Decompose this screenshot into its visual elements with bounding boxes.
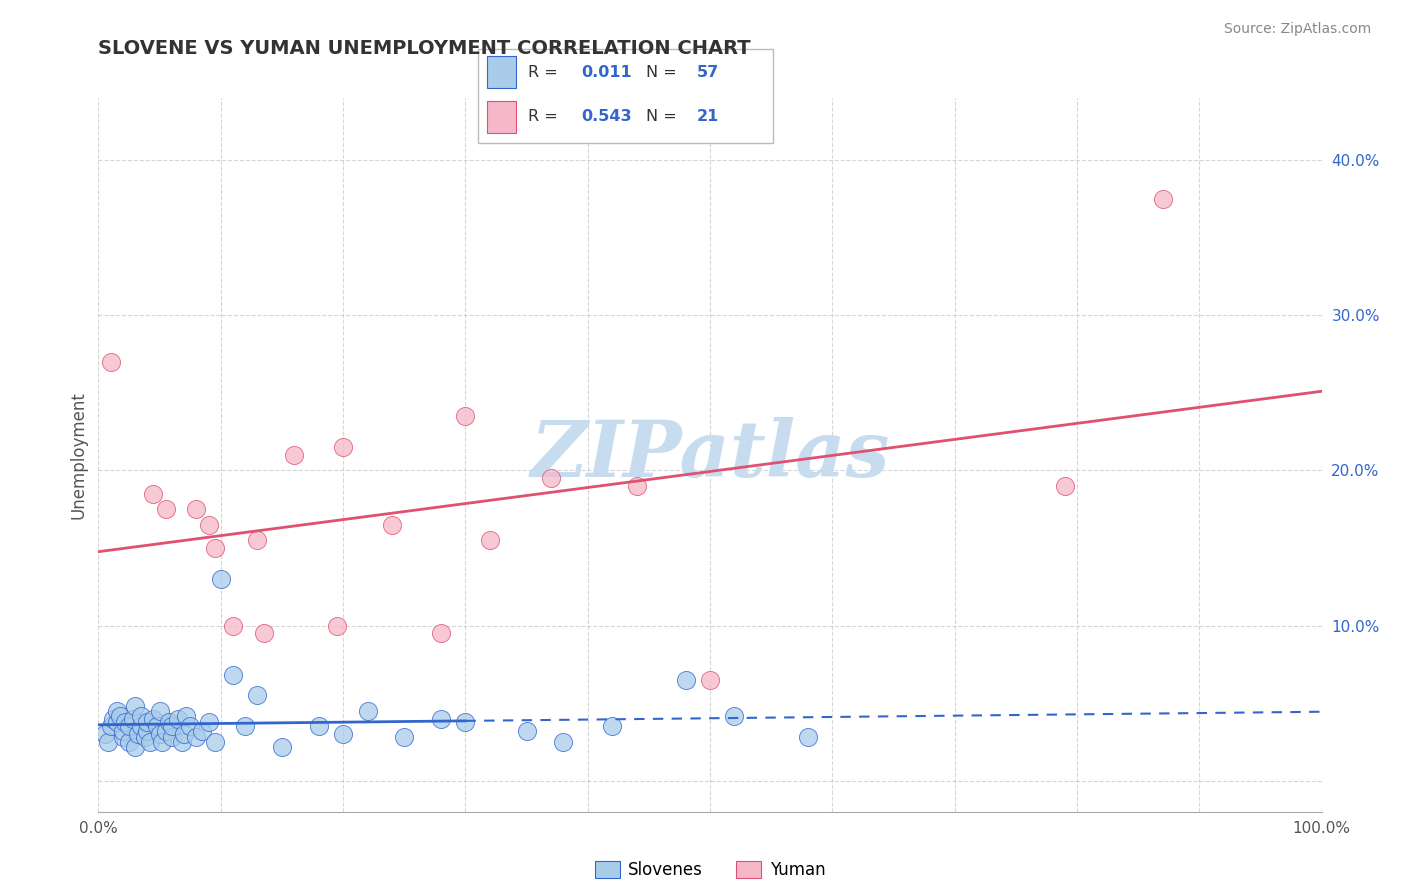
Point	[157, 714, 180, 729]
Point	[308, 719, 330, 733]
Point	[124, 739, 146, 754]
Point	[100, 355, 122, 369]
Point	[540, 471, 562, 485]
Point	[160, 719, 183, 733]
Y-axis label: Unemployment: Unemployment	[69, 391, 87, 519]
Point	[332, 440, 354, 454]
Point	[100, 719, 122, 733]
Point	[160, 731, 183, 745]
Point	[326, 618, 349, 632]
Point	[191, 724, 214, 739]
Text: N =: N =	[647, 64, 682, 79]
Point	[136, 714, 159, 729]
Point	[114, 714, 136, 729]
Point	[142, 486, 165, 500]
Point	[170, 735, 193, 749]
Point	[626, 479, 648, 493]
Point	[111, 731, 134, 745]
FancyBboxPatch shape	[486, 101, 516, 134]
Point	[105, 714, 128, 729]
Point	[93, 727, 115, 741]
Text: R =: R =	[529, 110, 564, 125]
Text: 21: 21	[696, 110, 718, 125]
Point	[105, 704, 128, 718]
Text: SLOVENE VS YUMAN UNEMPLOYMENT CORRELATION CHART: SLOVENE VS YUMAN UNEMPLOYMENT CORRELATIO…	[98, 39, 751, 58]
Point	[118, 719, 141, 733]
Point	[478, 533, 501, 548]
Point	[149, 727, 172, 741]
Point	[150, 735, 173, 749]
Text: 57: 57	[696, 64, 718, 79]
Point	[186, 731, 208, 745]
Point	[430, 626, 453, 640]
FancyBboxPatch shape	[486, 55, 516, 88]
Text: 0.543: 0.543	[582, 110, 633, 125]
Point	[176, 708, 198, 723]
Point	[1053, 479, 1076, 493]
Point	[186, 502, 208, 516]
Text: 0.011: 0.011	[582, 64, 633, 79]
Point	[454, 409, 477, 424]
Point	[553, 735, 575, 749]
Point	[134, 731, 156, 745]
Point	[146, 719, 169, 733]
Point	[222, 618, 245, 632]
Point	[675, 673, 697, 687]
Point	[270, 739, 294, 754]
Point	[222, 668, 245, 682]
Point	[121, 712, 143, 726]
Point	[197, 714, 219, 729]
Point	[101, 712, 124, 726]
Point	[204, 735, 226, 749]
Point	[283, 448, 305, 462]
Point	[332, 727, 354, 741]
Point	[430, 712, 453, 726]
Point	[173, 727, 195, 741]
Point	[699, 673, 721, 687]
Point	[246, 689, 269, 703]
Point	[356, 704, 378, 718]
Point	[515, 724, 537, 739]
Point	[111, 724, 134, 739]
Point	[252, 626, 274, 640]
Point	[127, 727, 149, 741]
Point	[600, 719, 623, 733]
Legend: Slovenes, Yuman: Slovenes, Yuman	[588, 854, 832, 886]
Point	[129, 719, 152, 733]
Text: Source: ZipAtlas.com: Source: ZipAtlas.com	[1223, 22, 1371, 37]
FancyBboxPatch shape	[478, 49, 773, 143]
Point	[1152, 192, 1174, 206]
Point	[129, 708, 152, 723]
Point	[136, 724, 159, 739]
Text: ZIPatlas: ZIPatlas	[530, 417, 890, 493]
Point	[110, 708, 132, 723]
Point	[454, 714, 477, 729]
Point	[124, 699, 146, 714]
Point	[155, 502, 177, 516]
Text: N =: N =	[647, 110, 682, 125]
Text: R =: R =	[529, 64, 564, 79]
Point	[797, 731, 820, 745]
Point	[142, 712, 165, 726]
Point	[155, 724, 177, 739]
Point	[197, 517, 219, 532]
Point	[723, 708, 745, 723]
Point	[381, 517, 404, 532]
Point	[233, 719, 256, 733]
Point	[97, 735, 120, 749]
Point	[139, 735, 162, 749]
Point	[149, 704, 172, 718]
Point	[167, 712, 190, 726]
Point	[118, 735, 141, 749]
Point	[392, 731, 416, 745]
Point	[204, 541, 226, 555]
Point	[179, 719, 201, 733]
Point	[209, 572, 232, 586]
Point	[246, 533, 269, 548]
